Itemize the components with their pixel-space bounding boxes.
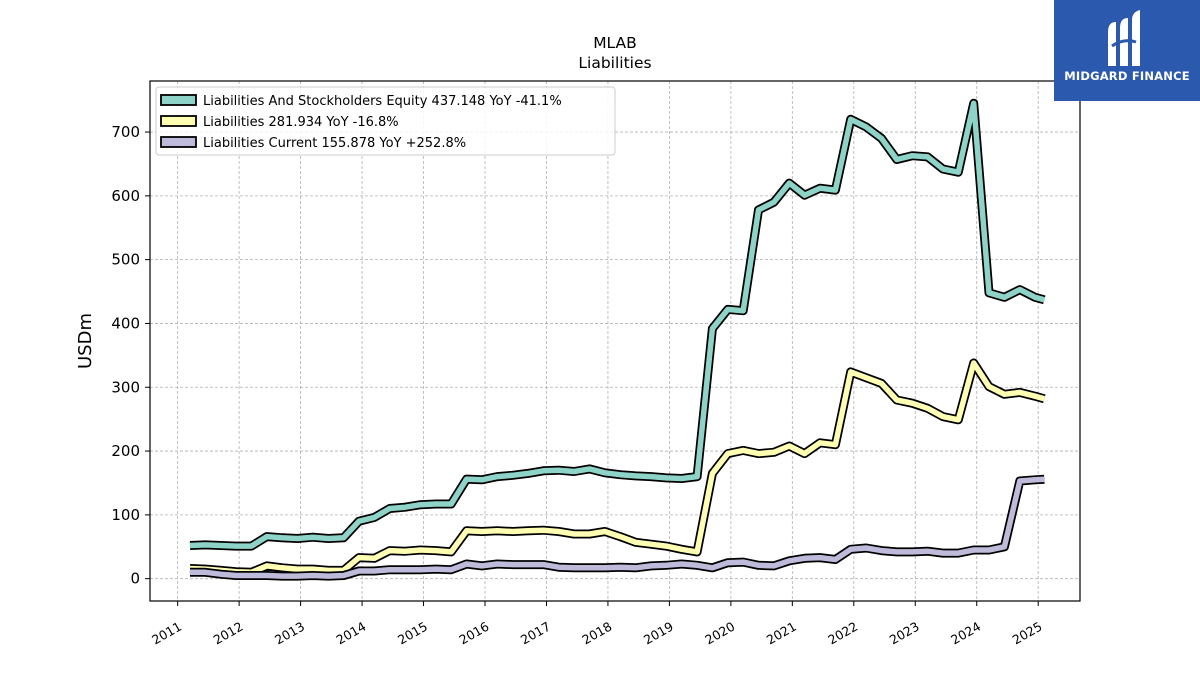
y-tick-label: 300	[111, 378, 140, 396]
midgard-finance-logo: MIDGARD FINANCE	[1054, 0, 1200, 101]
x-tick-label: 2011	[149, 619, 184, 648]
chart-subtitle: Liabilities	[578, 54, 651, 72]
legend-entry: Liabilities 281.934 YoY -16.8%	[203, 115, 399, 130]
grid	[150, 81, 1080, 601]
y-tick-label: 100	[111, 506, 140, 524]
x-tick-label: 2023	[887, 619, 922, 648]
y-tick-label: 200	[111, 442, 140, 460]
x-tick-label: 2012	[211, 619, 246, 648]
legend: Liabilities And Stockholders Equity 437.…	[155, 86, 616, 156]
y-tick-label: 700	[111, 123, 140, 141]
x-tick-label: 2013	[272, 619, 307, 648]
legend-box	[155, 86, 616, 156]
series-line-liabilities	[189, 360, 1046, 576]
y-axis-label: USDm	[75, 313, 96, 369]
y-tick-label: 0	[130, 570, 140, 588]
chart-title: MLAB	[593, 34, 637, 52]
x-tick-label: 2020	[702, 619, 737, 648]
y-tick-label: 500	[111, 251, 140, 269]
series-line-liabilities-current	[190, 476, 1045, 579]
legend-swatch	[160, 94, 197, 106]
legend-entry: Liabilities And Stockholders Equity 437.…	[203, 94, 562, 109]
x-tick-label: 2016	[456, 619, 491, 648]
y-tick-label: 600	[111, 187, 140, 205]
series-outline-liabilities-and-stockholders-equity	[189, 98, 1046, 551]
x-tick-label: 2018	[579, 619, 614, 648]
x-tick-label: 2017	[518, 619, 553, 648]
series-lines	[189, 98, 1046, 581]
x-tick-label: 2014	[334, 619, 369, 648]
midgard-logo-mark-icon	[1108, 10, 1140, 66]
logo-text: MIDGARD FINANCE	[1064, 69, 1190, 83]
plot-frame	[149, 80, 1081, 602]
series-line-liabilities-and-stockholders-equity	[189, 100, 1046, 549]
x-tick-label: 2024	[948, 619, 983, 648]
x-tick-label: 2015	[395, 619, 430, 648]
legend-swatch	[160, 136, 197, 148]
x-tick-label: 2022	[825, 619, 860, 648]
series-outline-liabilities-current	[190, 474, 1045, 581]
legend-entry: Liabilities Current 155.878 YoY +252.8%	[203, 136, 466, 151]
y-tick-label: 400	[111, 314, 140, 332]
x-tick-label: 2019	[641, 619, 676, 648]
legend-swatch	[160, 115, 197, 127]
x-tick-label: 2025	[1010, 619, 1045, 648]
x-tick-label: 2021	[764, 619, 799, 648]
